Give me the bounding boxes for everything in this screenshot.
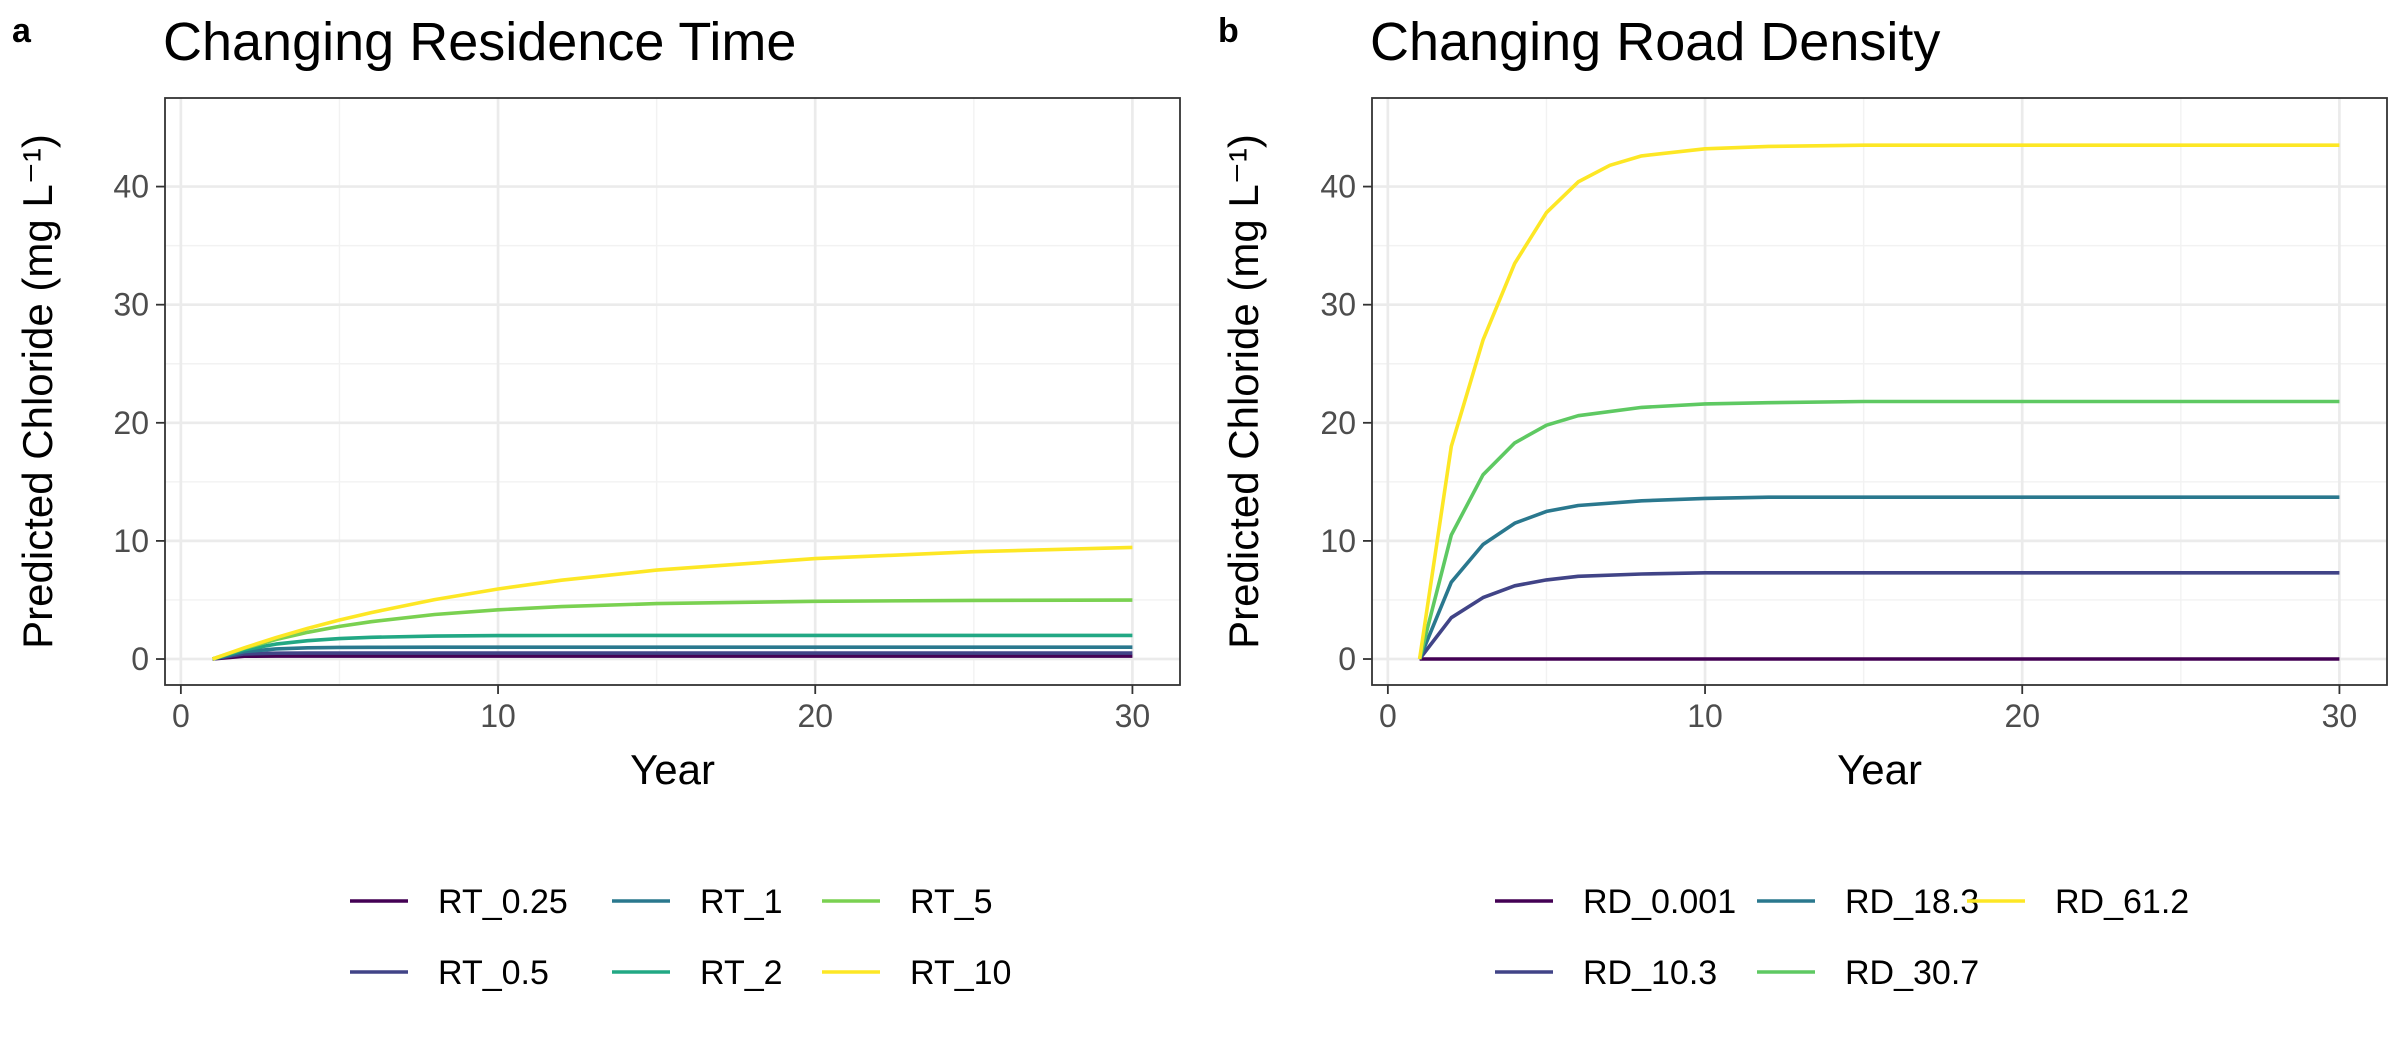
x-tick-label: 0 <box>172 698 190 734</box>
legend-label: RT_2 <box>700 954 783 992</box>
plot-frame <box>1371 97 2388 686</box>
series-line-RT_0.25 <box>212 654 1133 661</box>
x-axis-title: Year <box>1837 746 1922 793</box>
series-line-RD_10.3 <box>1418 571 2340 661</box>
x-tick-label: 30 <box>2322 698 2358 734</box>
y-tick-label: 30 <box>1320 287 1356 323</box>
legend-item: RT_2 <box>612 954 783 992</box>
x-tick-label: 10 <box>1687 698 1723 734</box>
series-line-RD_18.3 <box>1417 495 2340 660</box>
legend-item: RT_10 <box>822 954 1011 992</box>
panel-letter: b <box>1218 12 1239 50</box>
legend-label: RD_61.2 <box>2055 883 2189 921</box>
legend-label: RT_5 <box>910 883 993 921</box>
x-tick-label: 20 <box>797 698 833 734</box>
y-tick-label: 10 <box>113 523 149 559</box>
y-axis-title: Predicted Chloride (mg L⁻¹) <box>1220 134 1267 649</box>
y-tick-label: 0 <box>1338 641 1356 677</box>
legend-label: RD_10.3 <box>1583 954 1717 992</box>
x-tick-label: 0 <box>1379 698 1397 734</box>
y-axis-title: Predicted Chloride (mg L⁻¹) <box>14 134 61 649</box>
y-tick-label: 20 <box>113 405 149 441</box>
x-tick-label: 30 <box>1115 698 1151 734</box>
y-tick-label: 20 <box>1320 405 1356 441</box>
panel-letter: a <box>12 12 32 50</box>
legend-label: RD_0.001 <box>1583 883 1736 921</box>
legend-item: RT_5 <box>822 883 993 921</box>
legend-label: RT_0.5 <box>438 954 549 992</box>
chart-title: Changing Residence Time <box>163 12 796 72</box>
x-tick-label: 10 <box>480 698 516 734</box>
x-axis-title: Year <box>630 746 715 793</box>
series-line-RD_61.2 <box>1417 143 2340 660</box>
chart-title: Changing Road Density <box>1370 12 1940 72</box>
y-tick-label: 40 <box>1320 169 1356 205</box>
plot-area <box>165 98 1180 685</box>
series-line-RD_30.7 <box>1417 399 2340 660</box>
legend-item: RT_0.25 <box>350 883 568 921</box>
legend-label: RD_30.7 <box>1845 954 1979 992</box>
y-tick-label: 0 <box>131 641 149 677</box>
panel-b: b Changing Road Density 0 10 20 30 0 10 20 30 40 Ye… <box>1218 12 2388 992</box>
legend-item: RD_61.2 <box>1967 883 2189 921</box>
legend-item: RT_0.5 <box>350 954 549 992</box>
panel-a: a Changing Residence Time 0 10 20 30 0 10 20 30 40… <box>12 12 1181 992</box>
y-tick-label: 30 <box>113 287 149 323</box>
legend-label: RT_1 <box>700 883 783 921</box>
legend-label: RT_10 <box>910 954 1011 992</box>
legend-label: RD_18.3 <box>1845 883 1979 921</box>
legend-item: RD_18.3 <box>1757 883 1979 921</box>
series-line-RT_5 <box>212 598 1133 661</box>
legend-item: RD_0.001 <box>1495 883 1736 921</box>
legend-item: RT_1 <box>612 883 783 921</box>
x-tick-label: 20 <box>2004 698 2040 734</box>
legend-item: RD_30.7 <box>1757 954 1979 992</box>
series-line-RT_0.5 <box>212 651 1133 661</box>
y-tick-label: 10 <box>1320 523 1356 559</box>
legend-label: RT_0.25 <box>438 883 568 921</box>
series-line-RT_2 <box>212 633 1133 661</box>
legend-item: RD_10.3 <box>1495 954 1717 992</box>
plot-area <box>1372 98 2387 685</box>
plot-frame <box>164 97 1181 686</box>
series-line-RT_10 <box>212 545 1133 661</box>
series-line-RT_1 <box>212 645 1133 661</box>
y-tick-label: 40 <box>113 169 149 205</box>
